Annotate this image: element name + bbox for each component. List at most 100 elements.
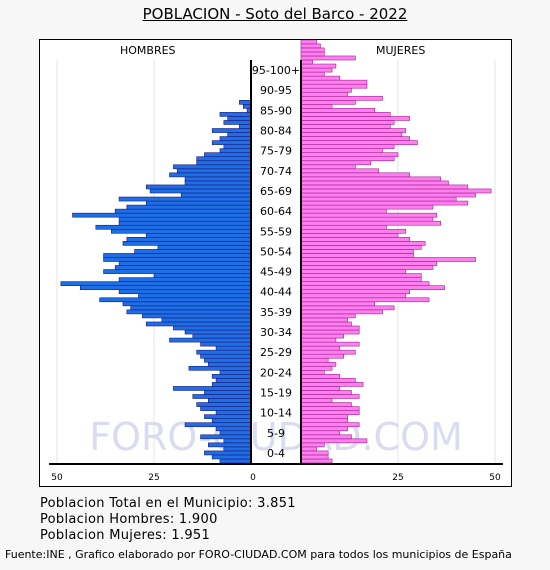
female-bar <box>300 386 341 391</box>
male-bar <box>114 265 252 270</box>
female-bar <box>300 422 360 428</box>
male-bar <box>200 341 252 347</box>
male-bar <box>118 220 252 226</box>
female-bar <box>300 329 360 335</box>
watermark-text: FORO-CIUDAD.COM <box>89 415 463 459</box>
male-bar <box>208 361 252 367</box>
age-group-label: 20-24 <box>260 366 292 379</box>
male-bar <box>196 349 252 355</box>
female-bar <box>300 128 407 133</box>
female-bar <box>300 196 457 202</box>
age-group-label: 35-39 <box>260 306 292 319</box>
male-bar <box>215 378 252 383</box>
age-group-label: 70-74 <box>260 165 292 178</box>
female-bar <box>300 168 379 174</box>
female-bar <box>300 341 360 347</box>
female-bar <box>300 152 399 158</box>
female-bar <box>300 160 372 166</box>
male-bar <box>219 430 252 436</box>
male-bar <box>126 237 252 242</box>
male-bar <box>211 374 252 379</box>
female-bar <box>300 83 368 89</box>
male-bar <box>192 394 252 399</box>
male-bar <box>126 204 252 210</box>
female-bar <box>300 132 403 137</box>
female-bar <box>300 398 333 403</box>
male-bar <box>204 152 252 158</box>
male-population: Poblacion Hombres: 1.900 <box>40 512 218 527</box>
male-bar <box>134 249 252 254</box>
age-group-label: 0-4 <box>267 447 285 460</box>
male-bar <box>242 104 252 109</box>
female-bar <box>300 51 325 57</box>
female-bar <box>300 184 469 190</box>
female-bar <box>300 257 476 262</box>
male-bar <box>223 446 252 452</box>
age-group-label: 90-95 <box>260 84 292 97</box>
female-bar <box>300 374 341 379</box>
mujeres-header: MUJERES <box>376 44 426 57</box>
female-bar <box>300 75 341 81</box>
female-bar <box>300 216 434 222</box>
female-bar <box>300 382 364 387</box>
female-bar <box>300 67 333 73</box>
female-bar <box>300 95 383 101</box>
female-bar <box>300 116 410 121</box>
male-bar <box>99 297 252 303</box>
age-group-label: 10-14 <box>260 407 292 420</box>
male-bar <box>79 285 252 291</box>
female-bar <box>300 120 395 125</box>
age-group-label: 85-90 <box>260 104 292 117</box>
male-bar <box>211 140 252 145</box>
female-bar <box>300 43 321 49</box>
male-bar <box>239 99 252 105</box>
female-bar <box>300 140 418 145</box>
female-bar <box>300 442 325 448</box>
female-bar <box>300 454 329 460</box>
female-bar <box>300 136 410 141</box>
female-bar <box>300 390 352 395</box>
male-bar <box>223 144 252 149</box>
male-bar <box>126 309 252 315</box>
male-bar <box>184 329 252 335</box>
male-bar <box>215 345 252 351</box>
male-bar <box>184 422 252 428</box>
male-bar <box>130 305 252 311</box>
male-bar <box>184 180 252 186</box>
hombres-header: HOMBRES <box>120 44 176 57</box>
female-bar <box>300 40 317 45</box>
male-bar <box>145 200 252 206</box>
female-bar <box>300 438 368 444</box>
female-bar <box>300 245 422 250</box>
male-bar <box>215 426 252 432</box>
female-bar <box>300 325 360 331</box>
male-bar <box>239 124 252 129</box>
female-bar <box>300 309 383 315</box>
female-bar <box>300 124 391 129</box>
female-bar <box>300 426 348 432</box>
age-group-label: 40-44 <box>260 286 292 299</box>
female-bar <box>300 370 325 375</box>
x-tick-label: 50 <box>489 473 501 483</box>
female-bar <box>300 361 337 367</box>
female-bar <box>300 305 395 311</box>
male-bar <box>223 120 252 125</box>
male-bar <box>188 365 252 371</box>
male-bar <box>153 273 252 278</box>
female-bar <box>300 172 410 178</box>
chart-title: POBLACION - Soto del Barco - 2022 <box>142 5 408 23</box>
female-bar <box>300 289 410 295</box>
female-bar <box>300 144 395 149</box>
female-bar <box>300 434 352 440</box>
female-bar <box>300 180 449 186</box>
female-bar <box>300 261 438 266</box>
age-group-label: 55-59 <box>260 225 292 238</box>
female-bar <box>300 269 407 274</box>
female-bar <box>300 249 414 254</box>
male-bar <box>145 321 252 327</box>
female-bar <box>300 345 341 351</box>
age-group-label: 30-34 <box>260 326 292 339</box>
female-bar <box>300 156 395 162</box>
female-bar <box>300 200 469 206</box>
female-bar <box>300 414 348 419</box>
